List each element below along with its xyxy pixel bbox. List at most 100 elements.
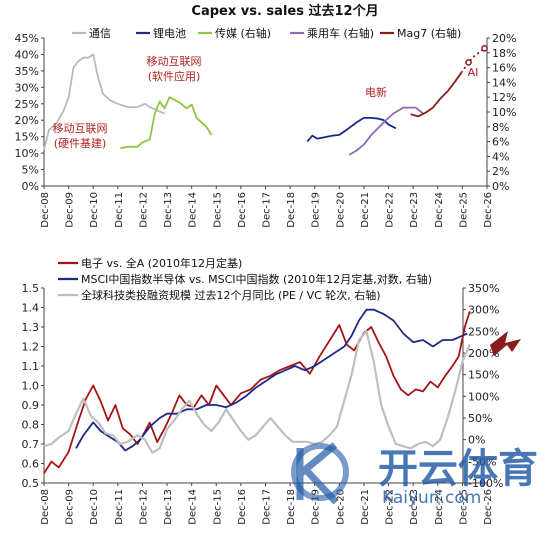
right-tick-label: 350%	[468, 282, 499, 295]
x-tick-label: Dec-25	[458, 489, 469, 525]
right-tick-label: -100%	[468, 477, 503, 490]
left-tick-label: 0.9	[22, 399, 40, 412]
capex-chart: Capex vs. sales 过去12个月 通信 锂电池 传媒 (右轴) 乘用车 (…	[15, 3, 517, 228]
x-tick-label: Dec-13	[163, 489, 174, 525]
x-tick-label: Dec-25	[458, 192, 469, 228]
left-tick-label: 1.2	[22, 341, 40, 354]
left-axis-ticks: 0% 5% 10% 15% 20% 25% 30% 35% 40% 45%	[15, 32, 44, 193]
left-tick-label: 15%	[15, 131, 39, 144]
left-tick-label: 45%	[15, 32, 39, 45]
x-tick-label: Dec-13	[163, 192, 174, 228]
up-arrow-icon	[490, 331, 521, 356]
right-tick-label: 150%	[468, 369, 499, 382]
right-tick-label: 14%	[492, 76, 516, 89]
x-tick-label: Dec-08	[40, 489, 51, 525]
x-tick-label: Dec-12	[138, 192, 149, 228]
watermark-text: 开云体育	[378, 446, 538, 492]
series-line-0	[43, 311, 471, 474]
right-tick-label: 10%	[492, 106, 516, 119]
x-tick-label: Dec-22	[385, 489, 396, 525]
left-tick-label: 1.0	[22, 380, 40, 393]
x-tick-label: Dec-24	[434, 489, 445, 525]
series-line-1	[306, 117, 397, 143]
left-tick-label: 0%	[22, 180, 39, 193]
x-tick-label: Dec-18	[286, 489, 297, 525]
left-tick-label: 0.7	[22, 438, 40, 451]
annotation-mobile-hardware-sub: (硬件基建)	[54, 136, 107, 150]
right-tick-label: 50%	[468, 412, 492, 425]
x-tick-label: Dec-15	[212, 192, 223, 228]
chart-title: Capex vs. sales 过去12个月	[191, 3, 378, 19]
legend-label-4: Mag7 (右轴)	[397, 26, 461, 40]
right-tick-label: 4%	[492, 150, 509, 163]
x-tick-label: Dec-23	[409, 192, 420, 228]
x-tick-label: Dec-15	[212, 489, 223, 525]
x-tick-label: Dec-23	[409, 489, 420, 525]
x-tick-label: Dec-21	[360, 489, 371, 525]
series-line-2	[43, 330, 471, 454]
right-tick-label: 100%	[468, 390, 499, 403]
right-tick-label: 300%	[468, 304, 499, 317]
left-tick-label: 0.5	[22, 477, 40, 490]
legend-label-0: 通信	[89, 27, 111, 40]
series-forecast-line	[460, 47, 486, 74]
right-tick-label: 0%	[492, 180, 509, 193]
x-tick-label: Dec-10	[89, 192, 100, 228]
x-tick-label: Dec-24	[434, 192, 445, 228]
x-tick-label: Dec-26	[483, 489, 494, 525]
x-tick-label: Dec-12	[138, 489, 149, 525]
right-tick-label: 200%	[468, 347, 499, 360]
x-tick-label: Dec-10	[89, 489, 100, 525]
semiconductor-chart: 电子 vs. 全A (2010年12月定基) MSCI中国指数半导体 vs. MS…	[22, 256, 521, 525]
legend: 电子 vs. 全A (2010年12月定基) MSCI中国指数半导体 vs. MS…	[58, 256, 432, 302]
legend-label-3: 乘用车 (右轴)	[307, 26, 374, 40]
annotation-mobile-hardware: 移动互联网	[53, 122, 108, 135]
x-axis-ticks: Dec-08 Dec-09 Dec-10 Dec-11 Dec-12 Dec-13 Dec-…	[40, 483, 494, 525]
x-tick-label: Dec-21	[360, 192, 371, 228]
left-tick-label: 25%	[15, 98, 39, 111]
series-line-4	[410, 72, 462, 118]
watermark-subtext: Kaiyun.com	[382, 488, 481, 508]
annotation-mobile-software: 移动互联网	[147, 55, 202, 68]
annotation-mobile-software-sub: (软件应用)	[148, 69, 201, 83]
x-tick-label: Dec-22	[385, 192, 396, 228]
x-tick-label: Dec-18	[286, 192, 297, 228]
left-tick-label: 5%	[22, 164, 39, 177]
legend-label-1: MSCI中国指数半导体 vs. MSCI中国指数 (2010年12月定基,对数,…	[81, 272, 432, 286]
left-tick-label: 0.8	[22, 419, 40, 432]
forecast-point	[481, 45, 488, 52]
x-tick-label: Dec-19	[311, 192, 322, 228]
left-tick-label: 1.1	[22, 360, 40, 373]
series-line-3	[348, 106, 424, 156]
legend: 通信 锂电池 传媒 (右轴) 乘用车 (右轴) Mag7 (右轴)	[72, 26, 461, 40]
x-tick-label: Dec-16	[237, 192, 248, 228]
right-tick-label: 250%	[468, 325, 499, 338]
watermark-logo: 开云体育 Kaiyun.com	[291, 442, 538, 508]
left-tick-label: 1.5	[22, 282, 40, 295]
right-tick-label: 20%	[492, 32, 516, 45]
x-tick-label: Dec-17	[262, 192, 273, 228]
x-tick-label: Dec-14	[188, 489, 199, 525]
left-tick-label: 1.4	[22, 302, 40, 315]
x-tick-label: Dec-26	[483, 192, 494, 228]
left-tick-label: 30%	[15, 81, 39, 94]
left-tick-label: 1.3	[22, 321, 40, 334]
left-tick-label: 35%	[15, 65, 39, 78]
left-tick-label: 20%	[15, 114, 39, 127]
left-tick-label: 0.6	[22, 458, 40, 471]
series-line-2	[120, 96, 213, 150]
annotation-new-energy: 电新	[365, 85, 387, 99]
legend-label-2: 传媒 (右轴)	[215, 26, 271, 40]
x-tick-label: Dec-20	[335, 192, 346, 228]
right-tick-label: 6%	[492, 136, 509, 149]
x-tick-label: Dec-08	[40, 192, 51, 228]
series-line-1	[75, 308, 468, 452]
x-tick-label: Dec-19	[311, 489, 322, 525]
series-lines	[43, 308, 471, 474]
annotation-ai: AI	[468, 66, 479, 79]
forecast-point	[465, 59, 472, 66]
x-tick-label: Dec-14	[188, 192, 199, 228]
series-line-0	[43, 53, 165, 151]
right-tick-label: 18%	[492, 47, 516, 60]
